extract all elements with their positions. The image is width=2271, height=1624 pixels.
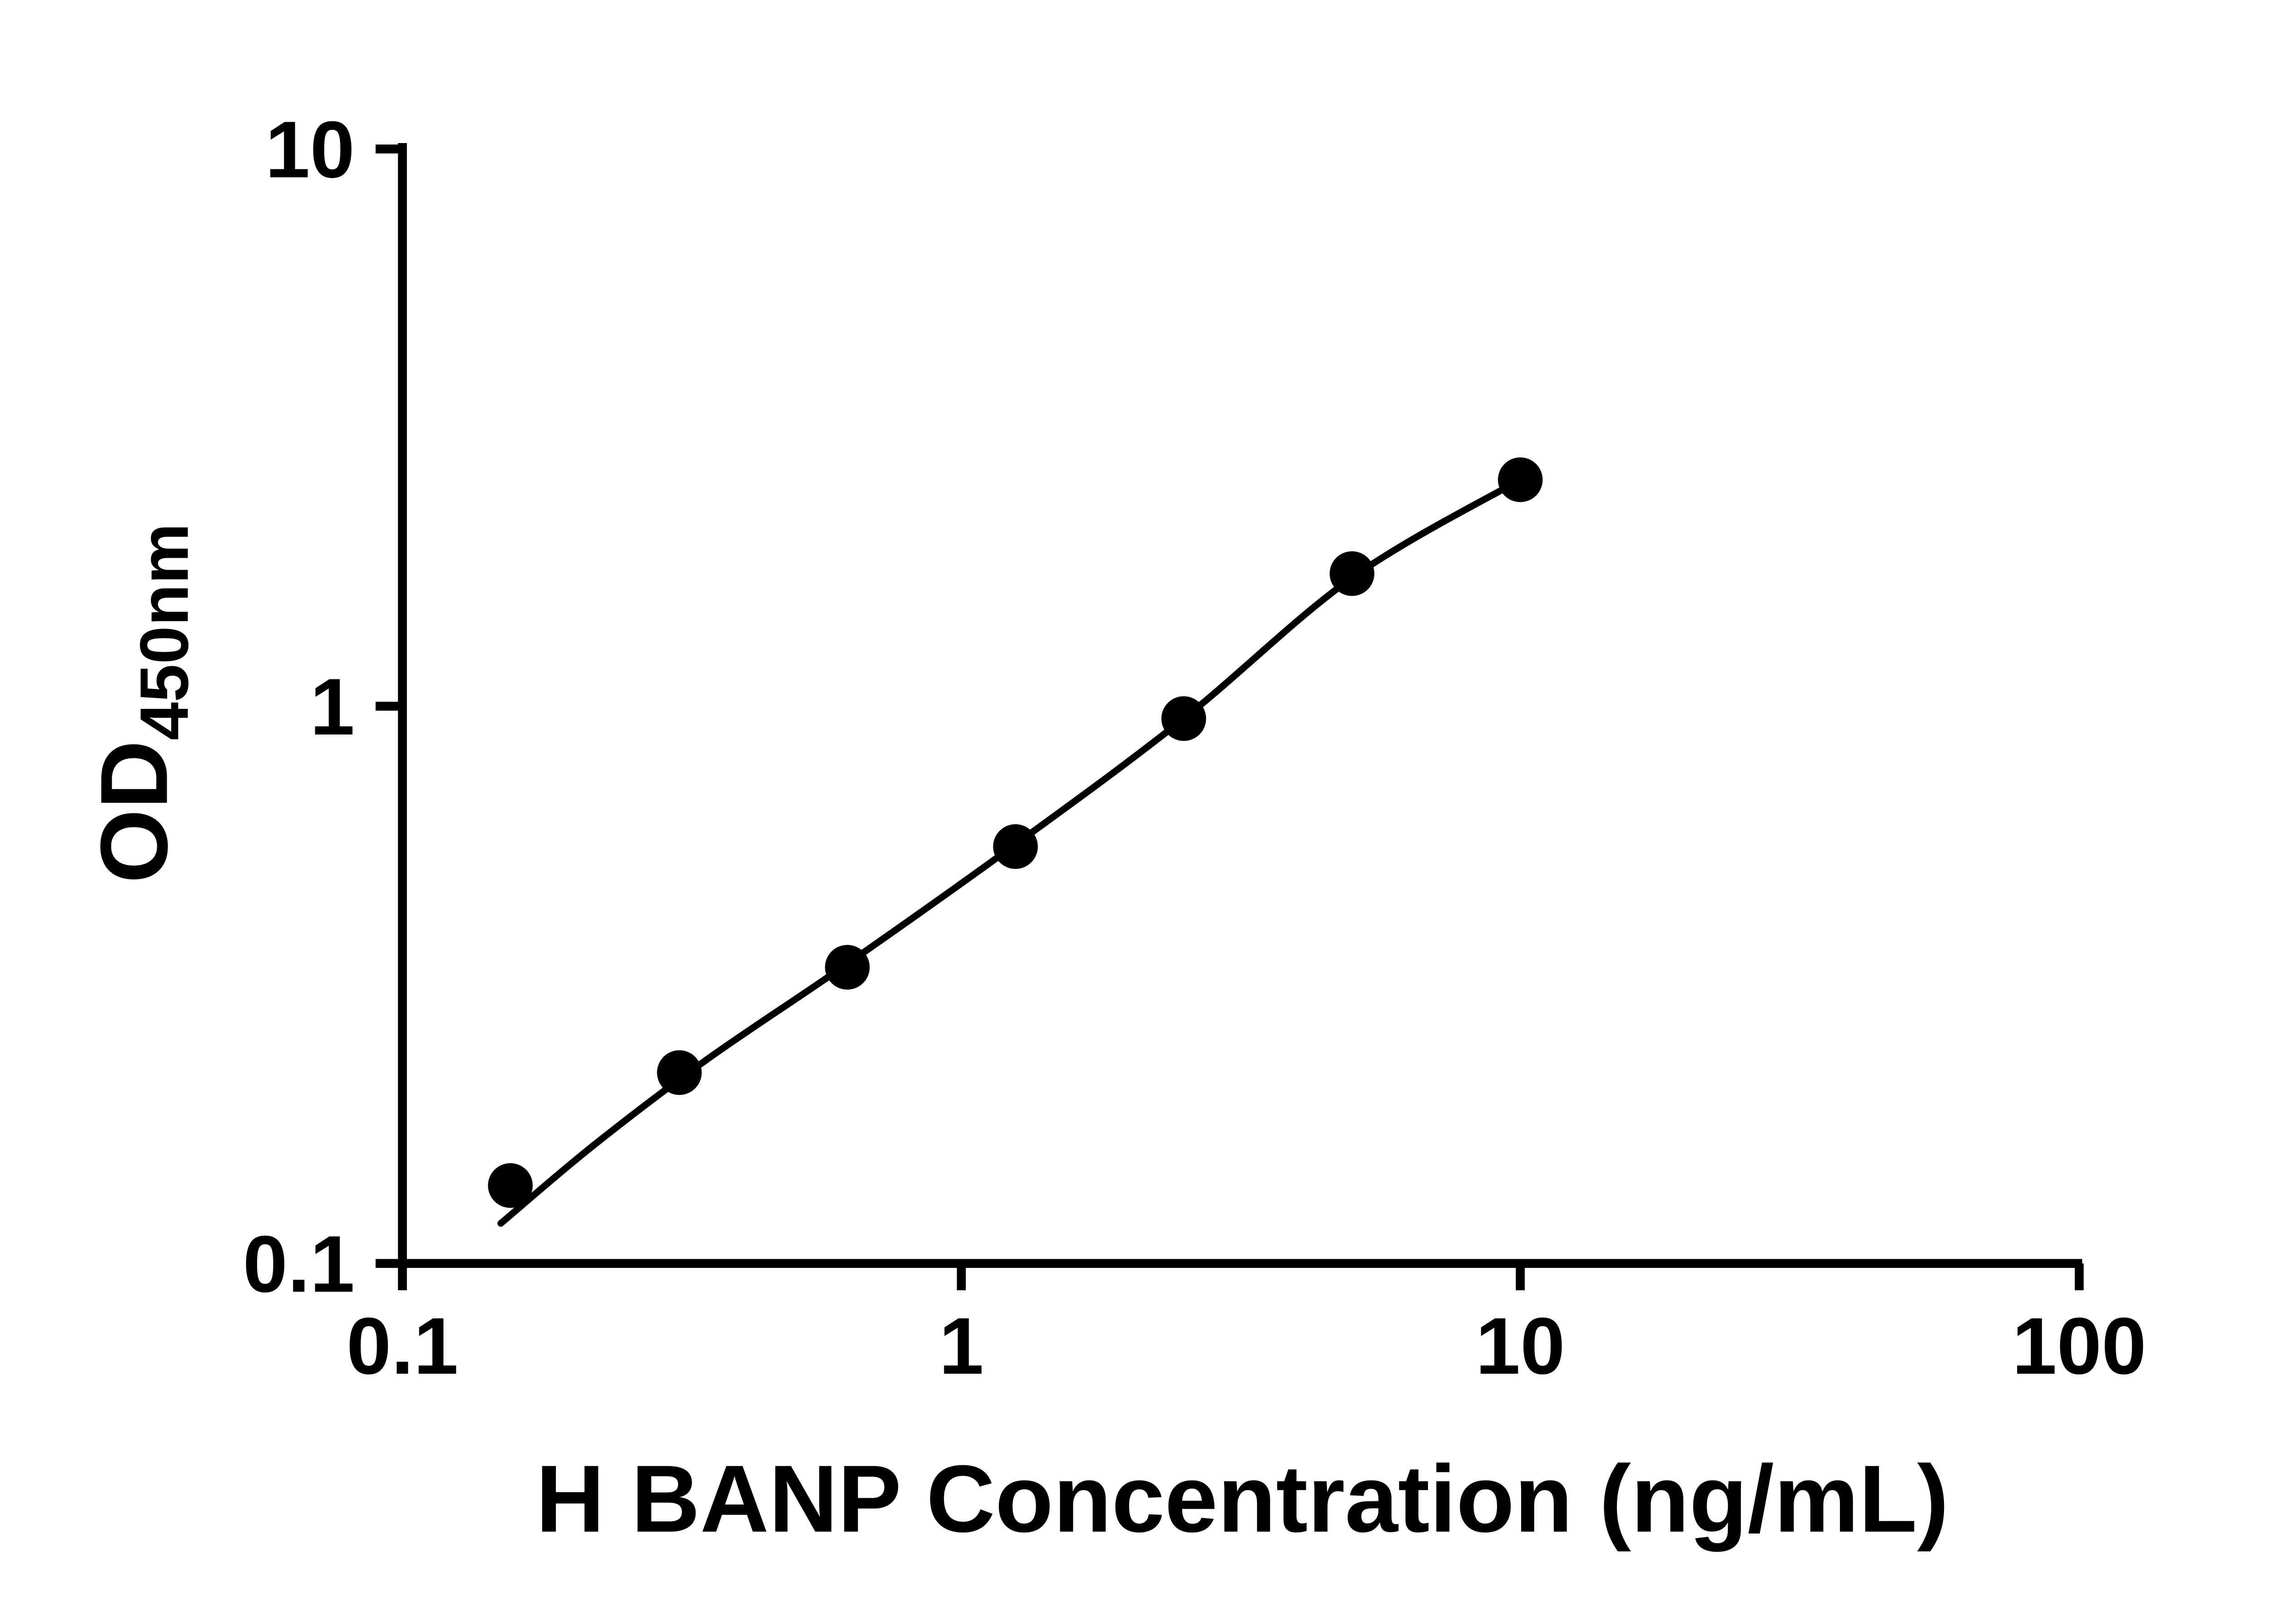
x-tick-label: 100 bbox=[2012, 1301, 2147, 1391]
y-tick-label: 0.1 bbox=[243, 1219, 355, 1309]
y-tick-label: 1 bbox=[310, 662, 355, 752]
y-tick-label: 10 bbox=[265, 104, 355, 194]
data-point bbox=[1161, 696, 1206, 741]
x-tick-label: 10 bbox=[1476, 1301, 1565, 1391]
x-tick-label: 0.1 bbox=[347, 1301, 458, 1391]
data-point bbox=[1497, 457, 1543, 502]
x-tick-label: 1 bbox=[939, 1301, 984, 1391]
y-axis-title: OD450nm bbox=[81, 523, 203, 883]
x-axis-title: H BANP Concentration (ng/mL) bbox=[536, 1446, 1949, 1552]
data-point bbox=[1329, 551, 1374, 596]
y-axis-title-subscript: 450nm bbox=[125, 523, 202, 740]
data-point bbox=[657, 1050, 702, 1095]
data-point bbox=[993, 824, 1038, 869]
data-point bbox=[825, 945, 870, 990]
y-axis-title-main: OD bbox=[81, 740, 188, 883]
data-point bbox=[488, 1163, 533, 1208]
fit-curve bbox=[497, 476, 1524, 1227]
